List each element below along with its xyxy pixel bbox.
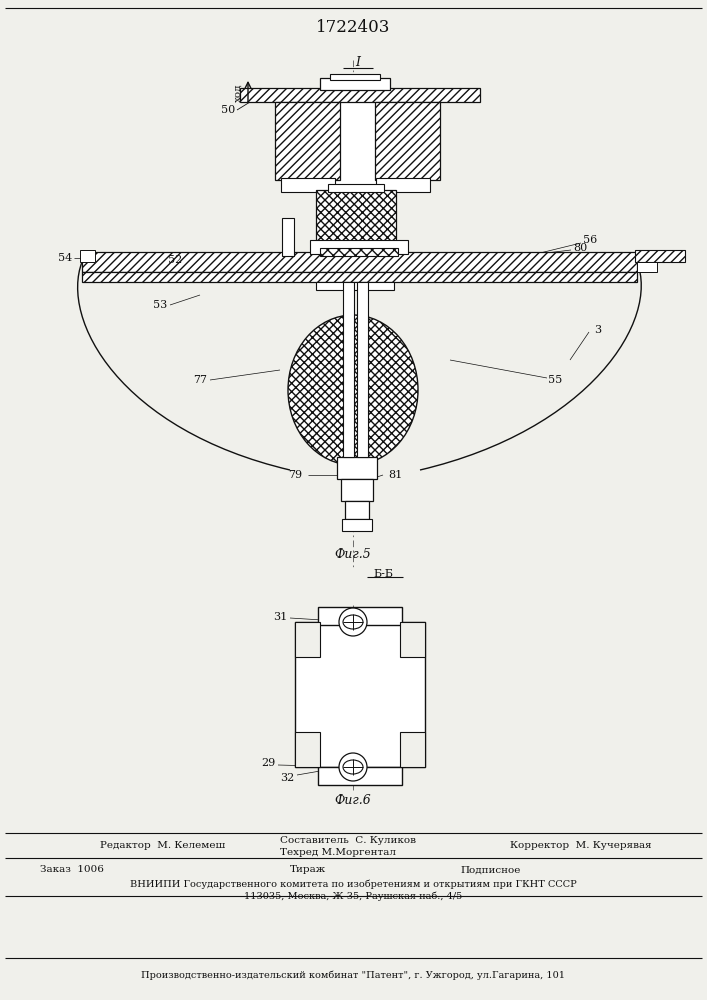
Text: Б-Б: Б-Б bbox=[373, 569, 393, 579]
Bar bbox=[82, 272, 637, 282]
Bar bbox=[343, 282, 354, 457]
Text: 53: 53 bbox=[153, 300, 167, 310]
Text: 31: 31 bbox=[273, 612, 287, 622]
Text: 1722403: 1722403 bbox=[316, 19, 390, 36]
Bar bbox=[322, 88, 390, 193]
Bar bbox=[328, 184, 384, 192]
Bar bbox=[341, 479, 373, 501]
Bar bbox=[635, 250, 685, 262]
Text: 56: 56 bbox=[583, 235, 597, 245]
Text: 32: 32 bbox=[280, 773, 294, 783]
Text: 55: 55 bbox=[548, 375, 562, 385]
Text: 113035, Москва, Ж-35, Раушская наб., 4/5: 113035, Москва, Ж-35, Раушская наб., 4/5 bbox=[244, 891, 462, 901]
Bar bbox=[357, 282, 368, 457]
Text: I: I bbox=[356, 55, 361, 68]
Text: 77: 77 bbox=[193, 375, 207, 385]
Bar bbox=[282, 218, 294, 256]
Text: 52: 52 bbox=[168, 255, 182, 265]
Bar bbox=[295, 622, 425, 767]
Text: Техред М.Моргентал: Техред М.Моргентал bbox=[280, 848, 396, 857]
Text: Тираж: Тираж bbox=[290, 865, 326, 874]
Text: Производственно-издательский комбинат "Патент", г. Ужгород, ул.Гагарина, 101: Производственно-издательский комбинат "П… bbox=[141, 970, 565, 980]
Bar bbox=[400, 622, 425, 657]
Circle shape bbox=[339, 753, 367, 781]
Text: Подписное: Подписное bbox=[460, 865, 520, 874]
Bar bbox=[82, 252, 637, 272]
Text: Редактор  М. Келемеш: Редактор М. Келемеш bbox=[100, 841, 226, 850]
Bar bbox=[342, 519, 372, 531]
Bar bbox=[330, 74, 380, 80]
Text: 3: 3 bbox=[595, 325, 602, 335]
Text: Составитель  С. Куликов: Составитель С. Куликов bbox=[280, 836, 416, 845]
Bar bbox=[345, 501, 369, 519]
Bar bbox=[240, 88, 480, 102]
Bar bbox=[376, 178, 430, 192]
Bar bbox=[310, 240, 408, 254]
Circle shape bbox=[339, 608, 367, 636]
Text: 79: 79 bbox=[288, 470, 302, 480]
Bar bbox=[80, 250, 95, 262]
Bar bbox=[295, 732, 320, 767]
Bar bbox=[275, 102, 340, 180]
Bar bbox=[295, 622, 320, 657]
Text: 81: 81 bbox=[388, 470, 402, 480]
Bar bbox=[320, 248, 398, 256]
Text: Заказ  1006: Заказ 1006 bbox=[40, 865, 104, 874]
Bar bbox=[316, 282, 394, 290]
Ellipse shape bbox=[343, 615, 363, 629]
Ellipse shape bbox=[343, 760, 363, 774]
Text: ВНИИПИ Государственного комитета по изобретениям и открытиям при ГКНТ СССР: ВНИИПИ Государственного комитета по изоб… bbox=[129, 879, 576, 889]
Bar bbox=[337, 457, 377, 479]
Bar bbox=[318, 767, 402, 785]
Text: 54: 54 bbox=[58, 253, 72, 263]
Bar bbox=[318, 607, 402, 625]
Bar bbox=[637, 262, 657, 272]
Text: 50: 50 bbox=[221, 105, 235, 115]
Text: 80: 80 bbox=[573, 243, 587, 253]
Ellipse shape bbox=[288, 315, 418, 465]
Bar bbox=[316, 190, 396, 250]
Text: 29: 29 bbox=[261, 758, 275, 768]
Text: Корректор  М. Кучерявая: Корректор М. Кучерявая bbox=[510, 841, 652, 850]
Bar bbox=[400, 732, 425, 767]
Text: Фиг.6: Фиг.6 bbox=[334, 794, 371, 806]
Text: Фиг.5: Фиг.5 bbox=[334, 548, 371, 562]
Text: ход: ход bbox=[233, 84, 243, 102]
Bar bbox=[320, 78, 390, 90]
Bar bbox=[281, 178, 335, 192]
Bar bbox=[375, 102, 440, 180]
